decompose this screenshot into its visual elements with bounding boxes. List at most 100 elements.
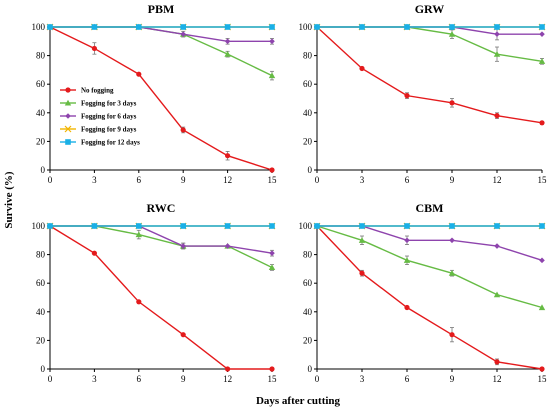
data-point (136, 71, 142, 77)
series-line (50, 26, 273, 77)
x-tick-label: 9 (181, 175, 186, 185)
data-point (359, 223, 365, 229)
y-tick-label: 0 (41, 165, 46, 175)
data-point (538, 58, 546, 64)
data-point (494, 24, 500, 30)
series-line (49, 26, 273, 171)
data-point (314, 24, 320, 30)
data-point (359, 24, 365, 30)
x-tick-label: 6 (405, 374, 410, 384)
series-fogging-for-12-days (314, 223, 545, 229)
data-point (404, 237, 410, 244)
y-tick-label: 20 (303, 136, 313, 146)
data-point (180, 243, 186, 249)
panel-title: CBM (416, 201, 444, 215)
data-point (404, 93, 410, 99)
data-point (539, 257, 545, 264)
data-point (494, 243, 500, 249)
data-point (538, 304, 546, 311)
legend-label: No fogging (81, 87, 114, 95)
x-tick-label: 6 (137, 374, 142, 384)
x-tick-label: 9 (450, 175, 455, 185)
x-tick-label: 15 (538, 175, 548, 185)
data-point (539, 31, 545, 37)
series-no-fogging (314, 223, 545, 372)
series-line (49, 225, 272, 370)
y-tick-label: 100 (299, 22, 313, 32)
series-line (316, 225, 543, 370)
x-tick-label: 3 (92, 175, 97, 185)
data-point (448, 269, 456, 276)
series-no-fogging (314, 24, 545, 126)
y-tick-label: 60 (36, 278, 46, 288)
data-point (224, 38, 231, 45)
x-tick-label: 3 (360, 374, 365, 384)
data-point (449, 24, 455, 30)
y-tick-label: 60 (303, 79, 313, 89)
data-point (91, 45, 97, 52)
data-point (539, 366, 545, 372)
y-tick-label: 40 (303, 108, 313, 118)
x-tick-label: 15 (538, 374, 548, 384)
data-point (269, 24, 275, 30)
y-tick-label: 80 (303, 250, 313, 260)
panel-rwc: RWC 0 20 40 60 80 100 0 3 6 9 12 15 (32, 201, 278, 384)
y-tick-label: 80 (303, 51, 313, 61)
data-point (180, 127, 186, 133)
data-point (47, 223, 53, 229)
data-point (449, 237, 455, 244)
data-point (269, 250, 275, 256)
series-line (317, 26, 543, 63)
legend-item-fogging-for-3-days: Fogging for 3 days (60, 100, 137, 108)
y-tick-label: 40 (303, 307, 313, 317)
y-tick-label: 0 (308, 364, 313, 374)
x-tick-label: 15 (268, 175, 278, 185)
panel-title: PBM (148, 2, 175, 16)
data-point (136, 24, 142, 30)
data-point (269, 366, 275, 372)
legend-label: Fogging for 9 days (81, 126, 137, 134)
x-tick-label: 9 (450, 374, 455, 384)
x-axis-title: Days after cutting (256, 395, 341, 407)
data-point (404, 304, 410, 311)
data-point (180, 31, 186, 37)
data-point (358, 237, 366, 243)
x-tick-label: 0 (315, 374, 320, 384)
legend-marker (65, 113, 71, 119)
series-fogging-for-12-days (314, 24, 545, 30)
y-tick-label: 80 (36, 51, 46, 61)
data-point (136, 299, 142, 305)
data-point (493, 50, 501, 57)
x-tick-label: 12 (223, 374, 232, 384)
data-point (403, 257, 411, 263)
x-tick-label: 0 (315, 175, 320, 185)
legend-marker (64, 99, 72, 106)
y-tick-label: 20 (303, 335, 313, 345)
x-tick-label: 0 (48, 175, 53, 185)
data-point (269, 223, 275, 229)
data-point (47, 24, 53, 30)
data-point (225, 153, 231, 159)
panel-pbm: PBM 0 20 40 60 80 100 0 3 6 9 12 15 (32, 2, 278, 185)
series-fogging-for-3-days (313, 23, 546, 65)
data-point (269, 167, 275, 173)
x-tick-label: 3 (92, 374, 97, 384)
series-fogging-for-3-days (46, 23, 276, 81)
data-point (224, 24, 231, 30)
x-tick-label: 15 (268, 374, 278, 384)
data-point (225, 366, 231, 372)
data-point (224, 50, 231, 57)
data-point (539, 24, 545, 30)
data-point (359, 65, 365, 72)
legend-item-no-fogging: No fogging (60, 87, 114, 95)
y-tick-label: 100 (299, 221, 313, 231)
data-point (449, 100, 455, 106)
data-point (359, 270, 365, 276)
data-point (494, 359, 500, 365)
x-tick-label: 12 (493, 175, 502, 185)
y-tick-label: 100 (32, 22, 46, 32)
data-point (91, 24, 98, 30)
data-point (224, 243, 231, 249)
x-tick-label: 12 (223, 175, 232, 185)
data-point (180, 223, 186, 229)
